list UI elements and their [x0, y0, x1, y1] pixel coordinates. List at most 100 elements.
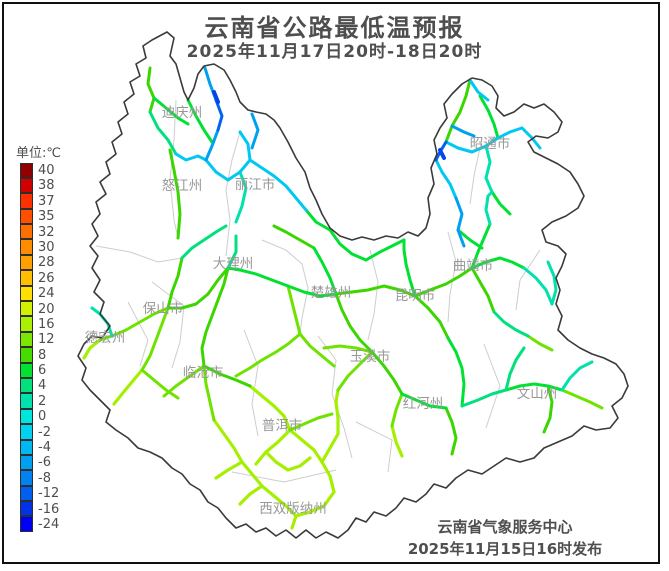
legend-item: 32: [20, 224, 59, 240]
footer-issue-time: 2025年11月15日16时发布: [407, 540, 603, 558]
legend-item: -24: [20, 516, 60, 532]
legend-swatch: [20, 393, 33, 409]
legend-swatch: [20, 208, 33, 225]
roads-blue: [214, 98, 448, 162]
legend-item: -16: [20, 501, 60, 517]
legend-swatch: [20, 193, 33, 209]
legend-swatch: [20, 162, 33, 178]
legend-swatch: [20, 239, 33, 255]
legend-swatch: [20, 439, 33, 455]
legend-value: 4: [38, 378, 47, 394]
legend-item: 28: [20, 254, 59, 271]
legend-item: 30: [20, 239, 59, 255]
legend-item: 35: [20, 208, 59, 225]
legend-item: 40: [20, 162, 59, 178]
legend-item: -2: [20, 424, 59, 440]
legend-item: 37: [20, 193, 59, 209]
legend-swatch: [20, 485, 33, 502]
legend-item: -8: [20, 470, 59, 486]
legend-value: -8: [38, 470, 51, 486]
region-label: 楚雄州: [311, 285, 352, 301]
legend-item: -6: [20, 454, 59, 471]
legend-value: 28: [38, 255, 55, 271]
legend-value: -16: [38, 501, 60, 517]
legend-value: 26: [38, 270, 55, 286]
legend-item: 20: [20, 301, 59, 317]
legend-swatch: [20, 470, 33, 486]
legend-swatch: [20, 224, 33, 240]
legend-value: -12: [38, 486, 60, 502]
roads-aqua-green: [90, 144, 594, 392]
legend-value: -6: [38, 455, 51, 471]
legend-item: 26: [20, 270, 59, 286]
region-label: 丽江市: [235, 176, 276, 193]
legend-value: 12: [38, 332, 55, 348]
page-title: 云南省公路最低温预报: [204, 14, 465, 42]
region-label: 保山市: [143, 300, 184, 317]
footer-organization: 云南省气象服务中心: [437, 518, 573, 536]
legend-swatch: [20, 347, 33, 363]
roads-cyan: [174, 78, 542, 212]
region-label: 德宏州: [85, 330, 126, 346]
legend-value: 2: [38, 393, 47, 409]
legend-value: 0: [38, 409, 47, 425]
forecast-period: 2025年11月17日20时-18日20时: [186, 42, 483, 62]
legend-value: 24: [38, 286, 55, 302]
legend-value: -2: [38, 424, 51, 440]
legend-swatch: [20, 254, 33, 271]
legend-item: 16: [20, 316, 59, 332]
legend-swatch: [20, 285, 33, 302]
region-label: 怒江州: [162, 178, 203, 194]
legend-item: 8: [20, 347, 59, 363]
legend-value: 37: [38, 193, 55, 209]
legend-swatch: [20, 270, 33, 286]
legend-swatch: [20, 362, 33, 378]
legend-item: 4: [20, 377, 59, 394]
legend-value: 6: [38, 363, 47, 379]
region-label: 玉溪市: [350, 348, 391, 365]
region-label: 昆明市: [395, 287, 436, 304]
legend-item: -12: [20, 485, 60, 502]
legend-value: 38: [38, 178, 55, 194]
roads-spring-green: [148, 110, 530, 408]
region-label: 临沧市: [183, 364, 224, 381]
region-label: 昭通市: [470, 135, 511, 152]
legend-swatch: [20, 377, 33, 394]
legend-item: 6: [20, 362, 59, 379]
region-label: 红河州: [403, 396, 444, 412]
region-label: 普洱市: [262, 417, 303, 434]
legend-swatch: [20, 501, 33, 517]
road-network: [82, 66, 604, 530]
legend-value: -24: [38, 516, 60, 532]
prefecture-borders: [95, 99, 541, 483]
region-label: 大理州: [213, 256, 254, 272]
legend-value: 8: [38, 347, 47, 363]
legend-swatch: [20, 516, 33, 532]
legend-value: 40: [38, 163, 55, 178]
legend-swatch: [20, 408, 33, 425]
roads-light-blue: [203, 66, 476, 248]
region-label: 西双版纳州: [259, 501, 327, 517]
legend-swatch: [20, 177, 33, 194]
roads-mid-green: [98, 284, 604, 432]
legend-swatch: [20, 316, 33, 332]
legend-item: -4: [20, 439, 59, 455]
legend-swatch: [20, 331, 33, 348]
legend-value: 35: [38, 209, 55, 225]
roads-green: [146, 66, 554, 456]
legend-items: 40 38 37 35 32 30 28 26 24 20 16 12 8 6 4 2 0 -2 -4 -6 -8 -12…: [20, 162, 60, 532]
legend-unit-label: 单位:℃: [16, 146, 61, 161]
roads-deep-blue: [212, 90, 446, 160]
legend-value: 20: [38, 301, 55, 317]
legend-item: 38: [20, 177, 59, 194]
legend-value: 16: [38, 316, 55, 332]
region-label: 曲靖市: [453, 257, 494, 274]
legend-swatch: [20, 301, 33, 317]
legend-item: 12: [20, 331, 59, 348]
legend-swatch: [20, 454, 33, 471]
region-label: 文山州: [517, 386, 558, 402]
province-outline: [77, 31, 629, 539]
region-label: 迪庆州: [162, 105, 203, 121]
